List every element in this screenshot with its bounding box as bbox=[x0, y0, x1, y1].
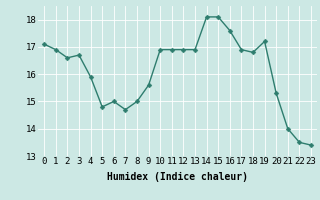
X-axis label: Humidex (Indice chaleur): Humidex (Indice chaleur) bbox=[107, 172, 248, 182]
